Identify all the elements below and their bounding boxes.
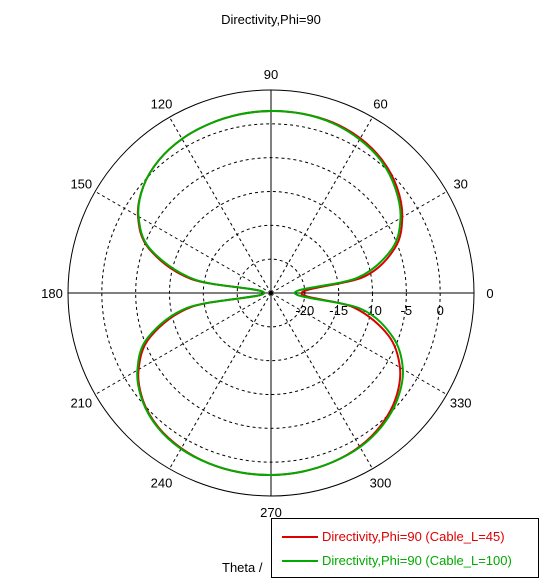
radial-tick-label: -10 bbox=[363, 303, 382, 318]
legend-label: Directivity,Phi=90 (Cable_L=45) bbox=[322, 529, 505, 544]
radial-tick-labels: -20 -15 -10 -5 0 bbox=[295, 303, 443, 318]
legend-item-cable-100: Directivity,Phi=90 (Cable_L=100) bbox=[272, 551, 538, 571]
grid-spoke bbox=[169, 116, 272, 294]
grid-spoke bbox=[270, 116, 373, 294]
angle-tick-label: 300 bbox=[370, 476, 392, 491]
grid-spoke bbox=[94, 191, 272, 294]
angle-tick-label: 270 bbox=[260, 505, 282, 520]
grid-spoke bbox=[270, 191, 448, 294]
angle-tick-label: 240 bbox=[151, 476, 173, 491]
polar-grid bbox=[67, 89, 475, 497]
grid-spoke bbox=[270, 292, 373, 470]
legend-item-cable-45: Directivity,Phi=90 (Cable_L=45) bbox=[272, 527, 538, 547]
angle-tick-label: 180 bbox=[41, 286, 63, 301]
radial-tick-label: 0 bbox=[437, 303, 444, 318]
angle-tick-label: 60 bbox=[373, 96, 387, 111]
angle-tick-label: 0 bbox=[486, 286, 493, 301]
angle-tick-labels: 0 30 60 90 120 150 180 210 240 270 300 330 bbox=[41, 67, 493, 520]
angle-tick-label: 30 bbox=[453, 177, 467, 192]
angle-tick-label: 120 bbox=[151, 96, 173, 111]
radial-tick-label: -5 bbox=[401, 303, 413, 318]
angle-tick-label: 210 bbox=[70, 396, 92, 411]
angle-tick-label: 90 bbox=[264, 67, 278, 82]
legend-swatch-green bbox=[282, 560, 318, 562]
angle-tick-label: 150 bbox=[70, 177, 92, 192]
legend-swatch-red bbox=[282, 536, 318, 538]
grid-spoke bbox=[169, 292, 272, 470]
grid-spoke bbox=[94, 292, 272, 395]
chart-title: Directivity,Phi=90 bbox=[221, 12, 321, 27]
series-curves bbox=[136, 109, 404, 477]
radial-tick-label: -15 bbox=[329, 303, 348, 318]
angle-tick-label: 330 bbox=[450, 396, 472, 411]
grid-spoke bbox=[270, 292, 448, 395]
legend-label: Directivity,Phi=90 (Cable_L=100) bbox=[322, 553, 512, 568]
radial-tick-label: -20 bbox=[295, 303, 314, 318]
x-axis-label: Theta / bbox=[222, 560, 263, 575]
legend: Directivity,Phi=90 (Cable_L=45) Directiv… bbox=[271, 518, 539, 578]
